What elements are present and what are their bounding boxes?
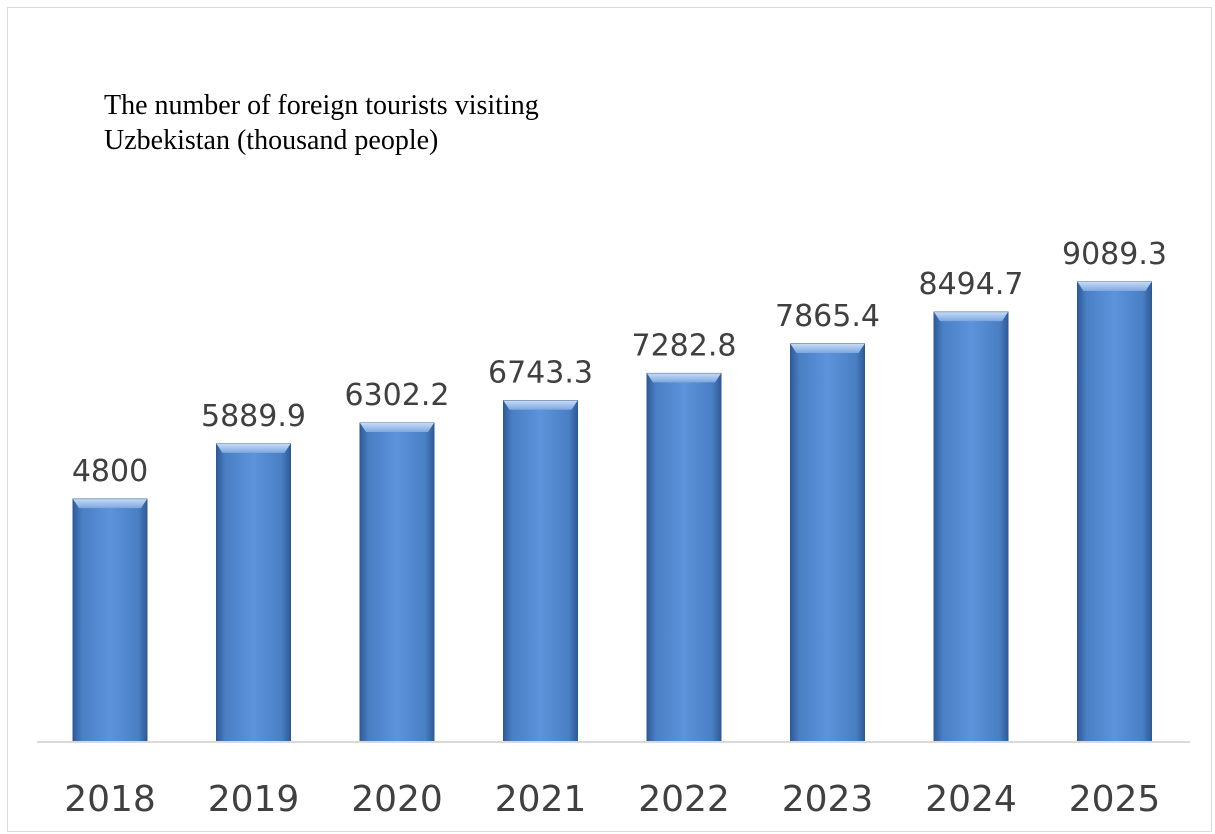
bar-cap-2025	[1077, 282, 1152, 291]
data-label-2020: 6302.2	[345, 378, 450, 413]
bar-2021	[503, 400, 578, 743]
x-tick-label-2018: 2018	[64, 779, 156, 820]
chart-area: The number of foreign tourists visiting …	[7, 7, 1212, 832]
bar-cap-2018	[73, 499, 147, 509]
bar-cap-2024	[934, 312, 1008, 322]
x-tick-label-2025: 2025	[1069, 779, 1161, 820]
data-label-2022: 7282.8	[632, 328, 737, 363]
x-tick-label-2023: 2023	[782, 779, 874, 820]
x-tick-label-2019: 2019	[208, 779, 300, 820]
bar-2023	[790, 343, 865, 743]
data-label-2019: 5889.9	[201, 399, 306, 434]
x-tick-label-2024: 2024	[925, 779, 1017, 820]
x-tick-label-2020: 2020	[351, 779, 443, 820]
data-label-2021: 6743.3	[488, 356, 593, 391]
x-tick-labels-group: 2018 2019 2020 2021 2022 2023 2024 2025	[64, 779, 1160, 820]
chart-title-line-2: Uzbekistan (thousand people)	[104, 125, 439, 156]
bar-cap-2019	[216, 443, 291, 453]
x-tick-label-2021: 2021	[495, 779, 587, 820]
bar-2018	[72, 498, 148, 743]
bar-cap-2023	[790, 343, 865, 353]
bar-cap-2022	[647, 373, 721, 383]
data-label-2025: 9089.3	[1062, 237, 1167, 272]
bar-cap-2020	[360, 423, 434, 433]
chart-title-line-1: The number of foreign tourists visiting	[104, 90, 539, 121]
bar-2025	[1077, 281, 1152, 743]
x-tick-label-2022: 2022	[638, 779, 730, 820]
bar-2024	[933, 311, 1009, 743]
bar-2022	[646, 372, 722, 743]
bar-cap-2021	[503, 400, 578, 410]
data-labels-group: 4800 5889.9 6302.2 6743.3 7282.8 7865.4 8494.7…	[72, 237, 1167, 489]
bar-2019	[216, 443, 291, 743]
data-label-2024: 8494.7	[919, 267, 1024, 302]
bar-2020	[359, 422, 435, 743]
bars-group	[72, 281, 1152, 743]
data-label-2023: 7865.4	[775, 299, 880, 334]
data-label-2018: 4800	[72, 454, 148, 489]
chart-title: The number of foreign tourists visiting …	[104, 88, 704, 158]
